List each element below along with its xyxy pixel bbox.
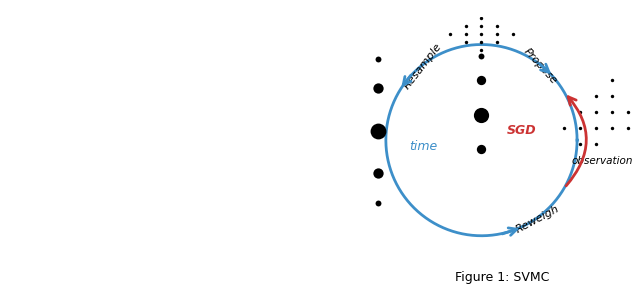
- Point: [607, 78, 617, 83]
- Point: [476, 40, 486, 44]
- Point: [607, 126, 617, 130]
- Point: [372, 129, 383, 133]
- Point: [508, 32, 518, 36]
- Text: Resample: Resample: [402, 41, 444, 91]
- Point: [492, 23, 502, 28]
- Text: time: time: [409, 140, 437, 153]
- Point: [575, 142, 585, 146]
- Text: Propose: Propose: [521, 46, 559, 86]
- Text: Figure 1: SVMC: Figure 1: SVMC: [455, 271, 550, 284]
- Point: [476, 147, 486, 152]
- Point: [476, 23, 486, 28]
- Point: [607, 110, 617, 115]
- Point: [591, 94, 601, 99]
- Text: observation: observation: [572, 156, 633, 166]
- Text: SGD: SGD: [506, 124, 536, 137]
- Point: [607, 94, 617, 99]
- Point: [623, 126, 633, 130]
- Point: [591, 126, 601, 130]
- Point: [372, 200, 383, 205]
- Point: [559, 126, 569, 130]
- Point: [460, 32, 470, 36]
- Point: [372, 171, 383, 176]
- Point: [476, 78, 486, 83]
- Point: [372, 86, 383, 91]
- Point: [460, 23, 470, 28]
- Point: [591, 110, 601, 115]
- Point: [476, 113, 486, 117]
- Point: [591, 142, 601, 146]
- Point: [476, 54, 486, 59]
- Point: [476, 16, 486, 20]
- Point: [492, 32, 502, 36]
- Point: [623, 110, 633, 115]
- Point: [444, 32, 454, 36]
- Text: Reweigh: Reweigh: [514, 204, 561, 236]
- Point: [575, 110, 585, 115]
- Point: [476, 47, 486, 52]
- Point: [476, 32, 486, 36]
- Point: [492, 40, 502, 44]
- Point: [575, 126, 585, 130]
- Point: [372, 57, 383, 62]
- Point: [460, 40, 470, 44]
